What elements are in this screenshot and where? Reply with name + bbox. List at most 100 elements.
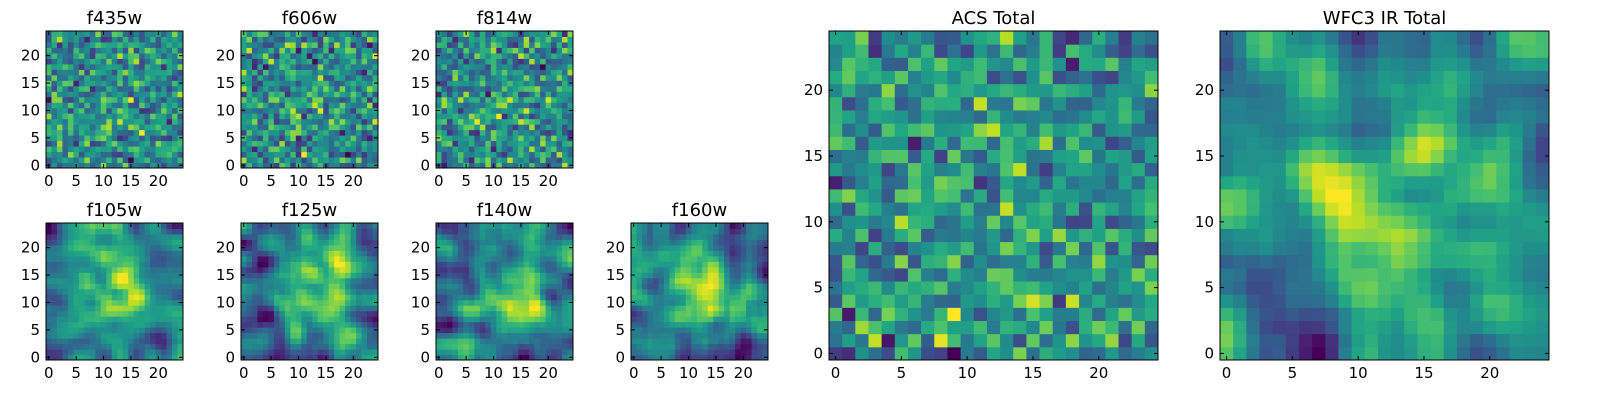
heatmap-cell — [295, 316, 302, 323]
heatmap-cell — [78, 69, 85, 76]
heatmap-cell — [740, 327, 747, 334]
heatmap-cell — [490, 80, 497, 87]
heatmap-cell — [674, 239, 681, 246]
heatmap-cell — [468, 31, 475, 37]
heatmap-cell — [921, 228, 935, 243]
heatmap-cell — [122, 321, 129, 328]
heatmap-cell — [100, 343, 107, 350]
heatmap-cell — [345, 146, 352, 153]
heatmap-cell — [735, 332, 742, 339]
heatmap-cell — [1052, 294, 1067, 308]
heatmap-cell — [685, 272, 692, 279]
heatmap-cell — [361, 36, 368, 43]
heatmap-cell — [328, 299, 335, 306]
heatmap-cell — [166, 272, 173, 279]
heatmap-cell — [1079, 294, 1093, 308]
heatmap-cell — [631, 233, 637, 240]
heatmap-cell — [485, 255, 492, 262]
heatmap-cell — [562, 31, 569, 37]
heatmap-cell — [67, 162, 74, 169]
heatmap-cell — [301, 349, 308, 356]
heatmap-cell — [166, 80, 173, 87]
heatmap-cell — [62, 283, 69, 290]
heatmap-cell — [501, 327, 508, 334]
heatmap-cell — [89, 162, 96, 169]
heatmap-cell — [241, 113, 247, 120]
heatmap-cell — [67, 228, 74, 235]
heatmap-cell — [562, 233, 569, 240]
heatmap-cell — [241, 151, 247, 158]
y-tick-label: 0 — [615, 348, 625, 366]
heatmap-cell — [161, 91, 168, 98]
heatmap-cell — [241, 255, 247, 262]
heatmap-cell — [84, 129, 91, 136]
heatmap-cell — [367, 316, 374, 323]
heatmap-cell — [636, 255, 643, 262]
heatmap-cell — [251, 294, 258, 301]
heatmap-cell — [155, 80, 162, 87]
heatmap-cell — [161, 69, 168, 76]
heatmap-cell — [463, 332, 470, 339]
heatmap-cell — [436, 305, 442, 312]
heatmap-cell — [122, 277, 129, 284]
heatmap-cell — [556, 233, 563, 240]
heatmap-cell — [986, 215, 1001, 229]
heatmap-cell — [529, 223, 536, 229]
heatmap-cell — [512, 47, 519, 54]
heatmap-cell — [251, 266, 258, 273]
heatmap-cell — [361, 151, 368, 158]
heatmap-cell — [345, 349, 352, 356]
heatmap-cell — [161, 305, 168, 312]
heatmap-cell — [257, 96, 264, 103]
heatmap-cell — [306, 102, 313, 109]
heatmap-cell — [46, 288, 52, 295]
heatmap-cell — [523, 113, 530, 120]
heatmap-cell — [89, 321, 96, 328]
heatmap-cell — [551, 129, 558, 136]
heatmap-cell — [551, 113, 558, 120]
heatmap-cell — [356, 135, 363, 142]
heatmap-cell — [724, 332, 731, 339]
heatmap-cell — [106, 36, 113, 43]
heatmap-cell — [663, 349, 670, 356]
heatmap-cell — [501, 58, 508, 65]
heatmap-cell — [166, 129, 173, 136]
heatmap-cell — [328, 327, 335, 334]
y-tick-label: 15 — [216, 74, 235, 92]
heatmap-cell — [490, 140, 497, 147]
heatmap-cell — [273, 272, 280, 279]
heatmap-cell — [1013, 162, 1027, 177]
heatmap-cell — [735, 272, 742, 279]
heatmap-cell — [345, 151, 352, 158]
heatmap-cell — [724, 338, 731, 345]
heatmap-cell — [855, 228, 869, 243]
heatmap-cell — [106, 85, 113, 92]
heatmap-cell — [317, 299, 324, 306]
heatmap-cell — [757, 327, 764, 334]
heatmap-cell — [567, 349, 574, 356]
heatmap-cell — [551, 228, 558, 235]
heatmap-cell — [328, 223, 335, 229]
heatmap-cell — [463, 96, 470, 103]
heatmap-cell — [740, 255, 747, 262]
heatmap-cell — [496, 162, 503, 169]
heatmap-cell — [562, 228, 569, 235]
heatmap-cell — [350, 58, 357, 65]
heatmap-cell — [529, 80, 536, 87]
heatmap-cell — [507, 283, 514, 290]
heatmap-cell — [350, 228, 357, 235]
heatmap-cell — [273, 244, 280, 251]
heatmap-cell — [501, 261, 508, 268]
heatmap-cell — [312, 321, 319, 328]
heatmap-cell — [507, 31, 514, 37]
heatmap-cell — [540, 354, 547, 361]
heatmap-cell — [562, 332, 569, 339]
heatmap-cell — [479, 272, 486, 279]
heatmap-cell — [356, 343, 363, 350]
heatmap-cell — [921, 346, 935, 361]
heatmap-cell — [166, 283, 173, 290]
heatmap-cell — [306, 228, 313, 235]
heatmap-cell — [257, 310, 264, 317]
x-tick-label: 15 — [316, 364, 335, 382]
heatmap-cell — [89, 332, 96, 339]
